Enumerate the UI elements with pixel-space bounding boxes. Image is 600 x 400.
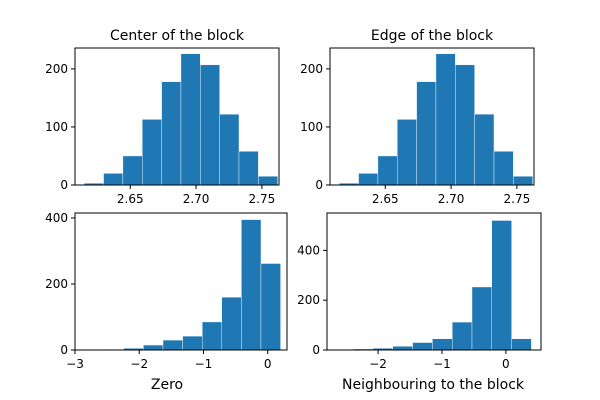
subplot-zero: −3 −2 −1 0 0 200 400 Zero xyxy=(45,211,288,393)
histogram-bar xyxy=(182,335,203,351)
histogram-bar xyxy=(491,220,512,351)
x-tick-label: −1 xyxy=(195,357,213,371)
y-axis-ticks: 0 200 400 xyxy=(297,243,327,357)
axes-frame xyxy=(74,47,280,186)
histogram-bar xyxy=(471,286,493,351)
x-tick-label: 2.65 xyxy=(117,192,144,206)
histogram-bar xyxy=(201,321,222,351)
histogram-bar xyxy=(161,81,182,186)
y-tick-label: 0 xyxy=(315,178,323,192)
histogram-bars xyxy=(339,53,533,186)
y-tick-label: 200 xyxy=(300,62,323,76)
x-axis-ticks: 2.65 2.70 2.75 xyxy=(372,185,530,206)
y-tick-label: 100 xyxy=(45,120,68,134)
x-tick-label: 2.75 xyxy=(504,192,531,206)
histogram-bar xyxy=(513,176,533,186)
histogram-bar xyxy=(219,113,240,186)
x-axis-label: Neighbouring to the block xyxy=(342,377,525,393)
x-tick-label: −2 xyxy=(369,357,387,371)
subplot-edge-of-the-block: Edge of the block 2.65 2.70 2.75 0 100 200 xyxy=(300,28,535,206)
histogram-bar xyxy=(412,342,433,351)
histogram-bar xyxy=(432,338,453,351)
histogram-bar xyxy=(142,119,162,186)
y-tick-label: 400 xyxy=(297,243,320,257)
histogram-bar xyxy=(358,173,379,186)
histogram-bar xyxy=(162,339,183,351)
y-tick-label: 0 xyxy=(60,343,68,357)
axes-frame xyxy=(74,212,288,351)
y-tick-label: 0 xyxy=(60,178,68,192)
subplot-title: Edge of the block xyxy=(371,28,494,44)
x-tick-label: 0 xyxy=(264,357,272,371)
histogram-bar xyxy=(474,113,495,186)
histogram-bar xyxy=(416,81,437,186)
y-tick-label: 200 xyxy=(45,277,68,291)
histogram-bar xyxy=(511,338,532,351)
histogram-bar xyxy=(200,64,220,186)
histogram-bar xyxy=(143,344,164,351)
y-axis-ticks: 0 100 200 xyxy=(45,62,75,192)
histogram-bar xyxy=(377,155,398,186)
histogram-bar xyxy=(435,53,456,186)
y-tick-label: 0 xyxy=(312,343,320,357)
histogram-bar xyxy=(258,176,278,186)
subplot-neighbouring-to-the-block: −2 −1 0 0 200 400 Neighbouring to the block xyxy=(297,212,542,393)
x-tick-label: 0 xyxy=(502,357,510,371)
histogram-bar xyxy=(392,346,413,351)
histogram-bar xyxy=(122,155,143,186)
subplot-title: Center of the block xyxy=(110,28,245,44)
axes-frame xyxy=(326,212,542,351)
y-tick-label: 100 xyxy=(300,120,323,134)
x-axis-label: Zero xyxy=(151,377,183,393)
y-tick-label: 200 xyxy=(297,293,320,307)
subplot-center-of-the-block: Center of the block 2.65 2.70 2.75 0 100 200 xyxy=(45,28,280,206)
y-tick-label: 200 xyxy=(45,62,68,76)
histogram-bar xyxy=(397,119,417,186)
y-axis-ticks: 0 200 400 xyxy=(45,211,75,357)
histogram-bar xyxy=(493,151,514,186)
x-tick-label: 2.70 xyxy=(438,192,465,206)
histogram-bar xyxy=(238,151,259,186)
histogram-bar xyxy=(260,263,281,351)
x-axis-ticks: −3 −2 −1 0 xyxy=(66,350,272,371)
histogram-bar xyxy=(452,321,473,351)
histogram-bar xyxy=(103,173,124,186)
histogram-bar xyxy=(455,64,475,186)
y-tick-label: 400 xyxy=(45,211,68,225)
histogram-bars xyxy=(84,219,281,351)
x-tick-label: 2.65 xyxy=(372,192,399,206)
histogram-bar xyxy=(221,296,242,351)
y-axis-ticks: 0 100 200 xyxy=(300,62,330,192)
x-tick-label: −2 xyxy=(130,357,148,371)
x-axis-ticks: 2.65 2.70 2.75 xyxy=(117,185,275,206)
x-tick-label: −3 xyxy=(66,357,84,371)
histogram-bar xyxy=(180,53,201,186)
x-tick-label: 2.70 xyxy=(183,192,210,206)
x-axis-ticks: −2 −1 0 xyxy=(369,350,510,371)
x-tick-label: −1 xyxy=(433,357,451,371)
x-tick-label: 2.75 xyxy=(249,192,276,206)
histogram-bar xyxy=(241,219,262,351)
axes-frame xyxy=(329,47,535,186)
